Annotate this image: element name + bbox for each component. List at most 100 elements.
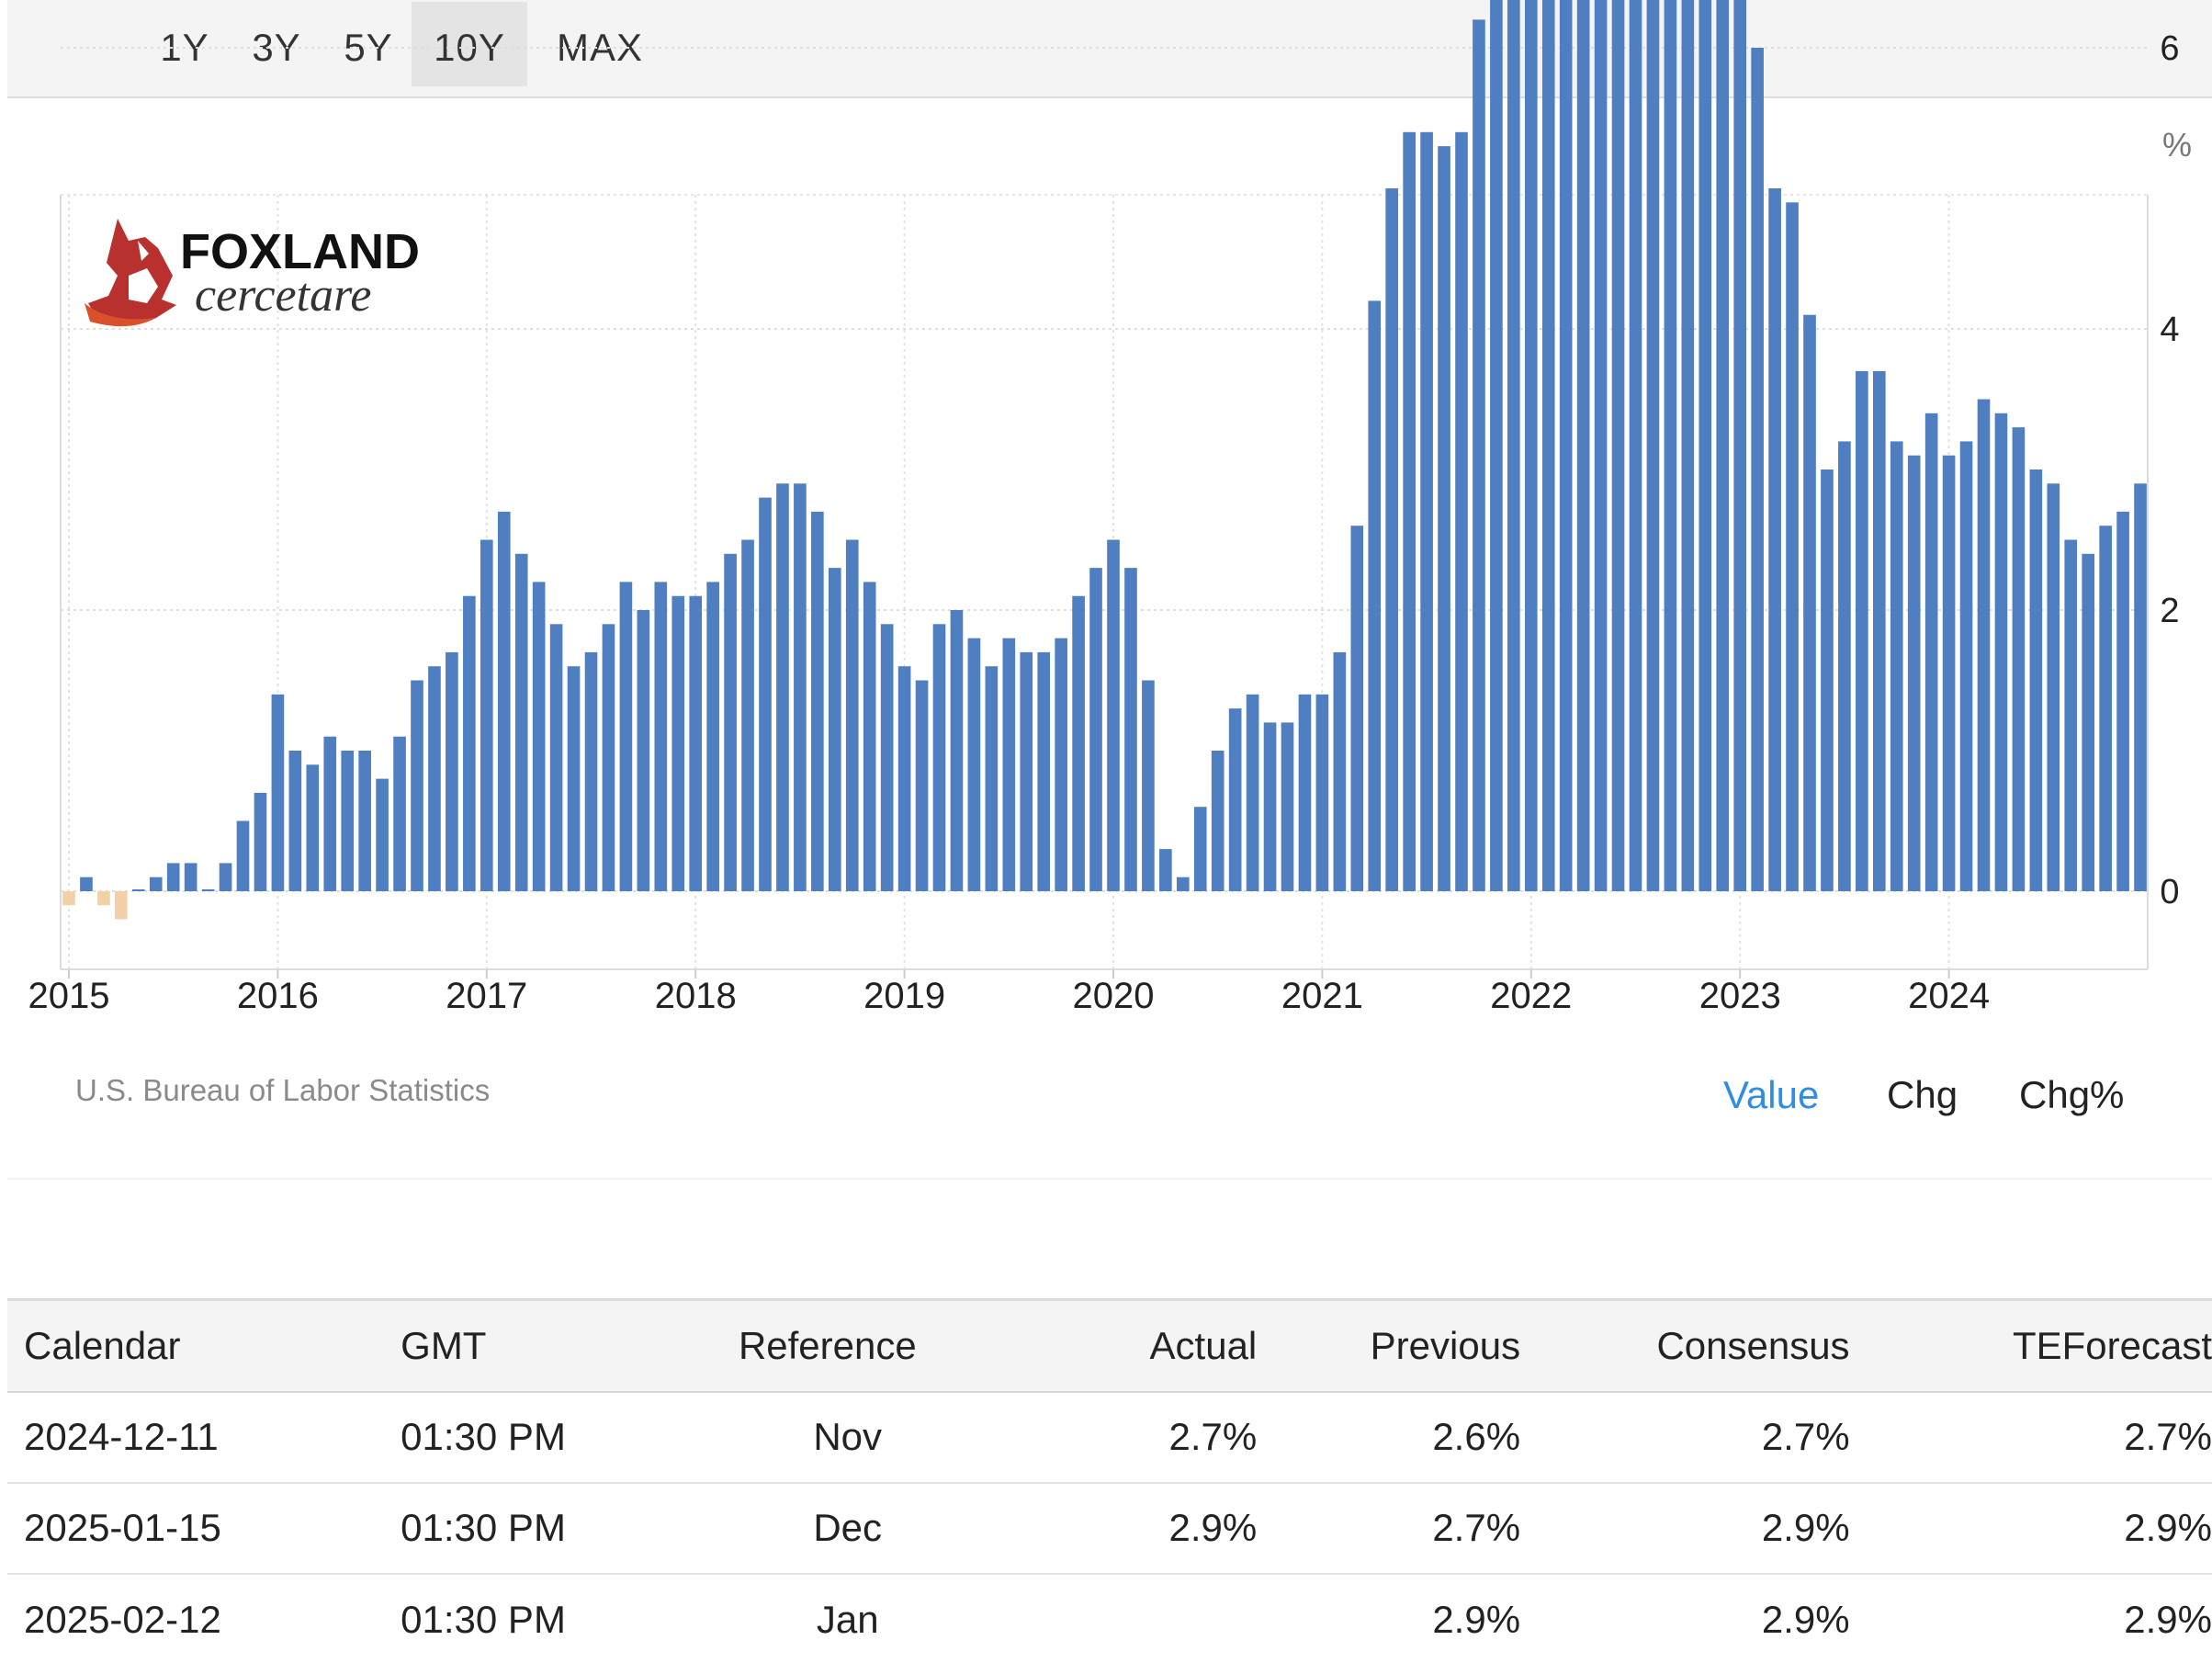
bar[interactable] (1821, 469, 1834, 891)
bar[interactable] (637, 610, 650, 891)
bar[interactable] (1455, 131, 1468, 892)
bar[interactable] (1228, 708, 1242, 891)
bar[interactable] (584, 651, 598, 891)
bar[interactable] (1594, 0, 1608, 892)
bar[interactable] (1611, 0, 1625, 892)
mode-change-button[interactable]: Chg (1887, 1073, 1958, 1116)
bar[interactable] (1124, 568, 1137, 891)
bar[interactable] (741, 539, 754, 892)
mode-change-percent-button[interactable]: Chg% (2019, 1073, 2125, 1116)
bar[interactable] (950, 610, 964, 891)
bar[interactable] (1089, 568, 1102, 891)
bar[interactable] (1698, 0, 1712, 892)
bar[interactable] (1159, 849, 1172, 891)
bar[interactable] (393, 736, 406, 891)
bar[interactable] (1838, 441, 1851, 891)
bar[interactable] (1473, 19, 1485, 891)
bar[interactable] (828, 568, 841, 891)
bar[interactable] (254, 792, 267, 891)
bar[interactable] (80, 877, 93, 891)
bar[interactable] (1420, 131, 1433, 892)
bar[interactable] (1768, 188, 1781, 891)
bar[interactable] (811, 511, 824, 891)
bar[interactable] (1350, 526, 1364, 891)
bar[interactable] (1020, 651, 1033, 891)
bar[interactable] (1872, 370, 1886, 891)
bar[interactable] (1994, 413, 2008, 891)
bar[interactable] (480, 539, 493, 892)
bar[interactable] (619, 582, 633, 891)
bar[interactable] (428, 666, 441, 891)
bar[interactable] (1541, 0, 1555, 891)
bar[interactable] (967, 638, 981, 891)
bar[interactable] (1176, 877, 1190, 891)
bar[interactable] (2047, 483, 2060, 891)
bar[interactable] (863, 582, 876, 891)
bar[interactable] (1072, 595, 1085, 891)
bar[interactable] (1281, 722, 1294, 891)
bar[interactable] (201, 889, 215, 891)
bar[interactable] (602, 624, 615, 891)
bar[interactable] (184, 863, 198, 891)
bar[interactable] (724, 553, 737, 891)
bar[interactable] (1193, 807, 1207, 891)
bar[interactable] (1751, 48, 1764, 891)
bar[interactable] (1246, 694, 1259, 891)
bar[interactable] (411, 680, 423, 892)
bar[interactable] (567, 666, 581, 891)
bar[interactable] (532, 582, 546, 891)
bar[interactable] (497, 511, 511, 891)
bar[interactable] (1298, 694, 1312, 891)
bar[interactable] (706, 582, 719, 891)
bar[interactable] (288, 751, 302, 891)
bar[interactable] (97, 891, 110, 906)
bar[interactable] (1333, 651, 1347, 891)
bar[interactable] (1211, 751, 1224, 891)
bar[interactable] (1664, 0, 1677, 891)
bar[interactable] (1263, 722, 1277, 891)
bar[interactable] (1977, 399, 1991, 892)
bar[interactable] (845, 539, 859, 892)
bar[interactable] (1002, 638, 1016, 891)
bar[interactable] (1142, 680, 1155, 892)
bar[interactable] (689, 595, 703, 891)
bar[interactable] (1368, 300, 1382, 891)
bar[interactable] (1490, 0, 1503, 892)
bar[interactable] (341, 751, 355, 891)
bar[interactable] (358, 751, 371, 891)
bar[interactable] (1786, 202, 1799, 892)
bar[interactable] (1959, 441, 1973, 891)
bar[interactable] (1803, 314, 1816, 891)
bar[interactable] (1055, 638, 1067, 891)
bar[interactable] (759, 497, 772, 891)
bar[interactable] (776, 483, 789, 891)
bar[interactable] (1403, 131, 1416, 892)
bar[interactable] (1438, 146, 1450, 892)
bar[interactable] (115, 891, 128, 920)
bar[interactable] (1629, 0, 1642, 891)
bar[interactable] (1037, 651, 1051, 891)
bar[interactable] (1942, 455, 1956, 891)
bar[interactable] (1733, 0, 1747, 892)
bar[interactable] (1890, 441, 1903, 891)
bar[interactable] (2029, 469, 2043, 891)
bar[interactable] (271, 694, 285, 891)
bar[interactable] (1716, 0, 1730, 891)
bar[interactable] (2064, 539, 2078, 892)
bar[interactable] (897, 666, 911, 891)
bar[interactable] (1907, 455, 1921, 891)
bar[interactable] (932, 624, 946, 891)
bar[interactable] (2082, 553, 2095, 891)
bar[interactable] (1681, 0, 1695, 891)
bar[interactable] (446, 651, 458, 891)
bar[interactable] (323, 736, 337, 891)
bar[interactable] (1107, 539, 1120, 892)
bar[interactable] (1315, 694, 1329, 891)
bar[interactable] (1385, 188, 1399, 891)
bar[interactable] (1646, 0, 1660, 892)
bar[interactable] (880, 624, 894, 891)
bar[interactable] (306, 764, 320, 891)
bar[interactable] (654, 582, 668, 891)
bar[interactable] (985, 666, 999, 891)
mode-value-button[interactable]: Value (1723, 1073, 1820, 1116)
